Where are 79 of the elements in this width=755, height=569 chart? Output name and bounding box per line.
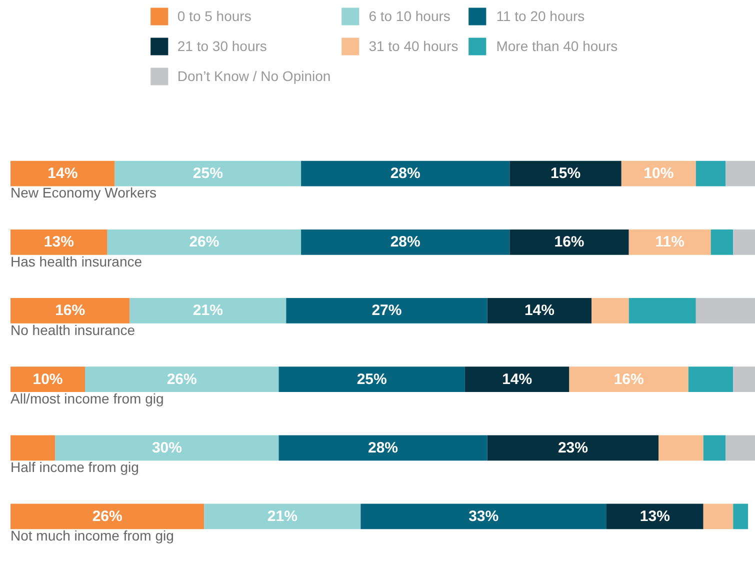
y-tick-label: All/most income from gig bbox=[10, 390, 164, 407]
bar bbox=[733, 366, 755, 392]
bar bbox=[107, 229, 302, 255]
data-label: 33% bbox=[468, 508, 499, 525]
data-label: 26% bbox=[166, 370, 197, 388]
data-label: 28% bbox=[368, 439, 398, 456]
bar bbox=[464, 366, 570, 392]
data-label: 26% bbox=[92, 508, 122, 525]
data-label: 14% bbox=[524, 302, 554, 320]
bar bbox=[628, 229, 711, 255]
bar bbox=[710, 229, 734, 255]
data-label: 27% bbox=[372, 302, 402, 320]
data-label: 25% bbox=[192, 165, 223, 182]
legend-label: Don’t Know / No Opinion bbox=[177, 68, 331, 84]
legend-label: 31 to 40 hours bbox=[368, 38, 458, 54]
bar bbox=[85, 366, 279, 392]
data-label: 16% bbox=[55, 302, 86, 320]
bar bbox=[55, 435, 279, 461]
bar bbox=[278, 435, 488, 461]
data-label: 15% bbox=[550, 165, 581, 182]
data-label: 13% bbox=[640, 508, 670, 525]
bar bbox=[733, 504, 748, 530]
data-label: 28% bbox=[390, 165, 420, 182]
bar bbox=[703, 504, 734, 530]
data-label: 16% bbox=[554, 234, 584, 251]
data-label: 21% bbox=[192, 302, 223, 320]
bar bbox=[487, 298, 592, 324]
data-label: 25% bbox=[356, 370, 387, 388]
bar bbox=[658, 435, 704, 461]
bar bbox=[510, 229, 629, 255]
data-label: 13% bbox=[44, 234, 74, 251]
data-label: 28% bbox=[390, 234, 420, 251]
bar bbox=[703, 435, 726, 461]
bar bbox=[10, 435, 56, 461]
data-label: 30% bbox=[152, 439, 182, 456]
bar bbox=[733, 229, 755, 255]
bar bbox=[592, 298, 629, 324]
bar bbox=[628, 298, 696, 324]
bar bbox=[10, 229, 108, 255]
data-label: 23% bbox=[558, 439, 588, 456]
data-label: 14% bbox=[48, 165, 78, 182]
legend-label: More than 40 hours bbox=[496, 38, 618, 54]
bar bbox=[360, 504, 606, 530]
y-tick-label: Has health insurance bbox=[10, 253, 142, 270]
bar bbox=[726, 160, 755, 186]
bar bbox=[286, 298, 488, 324]
bar bbox=[10, 366, 85, 392]
data-label: 10% bbox=[644, 165, 674, 182]
bar bbox=[726, 435, 755, 461]
data-label: 26% bbox=[189, 234, 220, 251]
bar bbox=[606, 504, 704, 530]
bar bbox=[10, 298, 130, 324]
bar bbox=[114, 160, 302, 186]
bar bbox=[510, 160, 622, 186]
y-tick-label: No health insurance bbox=[10, 322, 136, 338]
bar bbox=[487, 435, 659, 461]
data-label: 11% bbox=[655, 234, 684, 251]
data-label: 14% bbox=[502, 370, 532, 388]
legend-label: 21 to 30 hours bbox=[177, 38, 267, 54]
y-tick-label: Not much income from gig bbox=[10, 528, 174, 544]
y-tick-label: Half income from gig bbox=[10, 459, 139, 476]
bar bbox=[569, 366, 688, 392]
data-label: 21% bbox=[267, 508, 298, 525]
bar bbox=[10, 504, 204, 530]
legend-label: 0 to 5 hours bbox=[177, 8, 252, 24]
bar bbox=[301, 160, 510, 186]
bar bbox=[130, 298, 286, 324]
bar bbox=[696, 160, 726, 186]
legend-label: 6 to 10 hours bbox=[368, 8, 450, 24]
y-tick-label: New Economy Workers bbox=[10, 184, 157, 201]
bar bbox=[10, 160, 115, 186]
legend-label: 11 to 20 hours bbox=[496, 8, 585, 24]
bar bbox=[696, 298, 755, 324]
bar bbox=[688, 366, 734, 392]
data-label: 10% bbox=[32, 370, 63, 388]
bar bbox=[204, 504, 361, 530]
bar bbox=[278, 366, 465, 392]
bar bbox=[301, 229, 510, 255]
data-label: 16% bbox=[614, 370, 644, 388]
